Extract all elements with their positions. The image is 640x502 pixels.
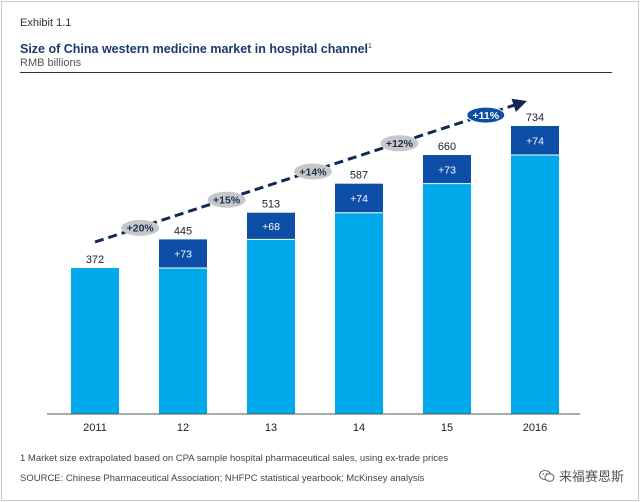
brand-watermark: 来福赛恩斯 (538, 466, 624, 485)
source-note: SOURCE: Chinese Pharmaceutical Associati… (20, 473, 425, 484)
brand-text: 来福赛恩斯 (558, 469, 624, 484)
bar-increment (335, 183, 383, 213)
growth-arrowhead (511, 98, 527, 112)
title-rule (20, 72, 612, 73)
growth-label: +14% (299, 166, 327, 178)
bar-base (511, 155, 559, 415)
footnote: 1 Market size extrapolated based on CPA … (20, 453, 449, 464)
growth-pill (121, 219, 160, 236)
bar-increment (159, 239, 207, 269)
growth-arrow-line (94, 102, 518, 244)
total-label: 734 (526, 112, 544, 124)
growth-pill (207, 191, 246, 208)
total-label: 513 (262, 199, 280, 211)
increment-label: +74 (350, 193, 368, 205)
growth-label: +12% (386, 138, 414, 150)
category-label: 12 (177, 422, 189, 434)
growth-pill (380, 135, 419, 152)
chart-unit: RMB billions (20, 57, 82, 69)
chart-title-text: Size of China western medicine market in… (20, 42, 369, 56)
growth-pill (294, 163, 332, 180)
increment-label: +73 (438, 164, 456, 176)
title-footnote-marker: 1 (368, 42, 372, 50)
category-label: 2016 (523, 422, 547, 434)
bar-increment (511, 126, 559, 156)
category-label: 13 (265, 422, 277, 434)
growth-label: +11% (473, 110, 500, 122)
total-label: 372 (86, 254, 104, 266)
category-label: 2011 (83, 422, 107, 434)
growth-pill (466, 106, 506, 124)
total-label: 660 (438, 141, 456, 153)
bar-increment (247, 212, 295, 240)
bar-base (71, 268, 119, 414)
category-label: 14 (353, 422, 365, 434)
bar-chart: 372 2011 +73 445 12 +68 513 13 +74 587 14 +73 660 15 +… (47, 98, 580, 434)
increment-label: +73 (174, 249, 192, 261)
increment-label: +68 (262, 221, 280, 233)
bar-base (159, 268, 207, 414)
growth-label: +20% (127, 223, 155, 235)
category-label: 15 (441, 422, 453, 434)
chart-title: Size of China western medicine market in… (20, 42, 372, 56)
growth-label: +15% (213, 195, 241, 207)
increment-label: +74 (526, 136, 544, 148)
exhibit-label: Exhibit 1.1 (20, 17, 72, 29)
total-label: 445 (174, 225, 192, 237)
bar-base (335, 212, 383, 414)
total-label: 587 (350, 170, 368, 182)
bar-increment (423, 155, 471, 184)
bar-base (247, 239, 295, 414)
wechat-icon (538, 469, 555, 482)
bar-base (423, 183, 471, 414)
